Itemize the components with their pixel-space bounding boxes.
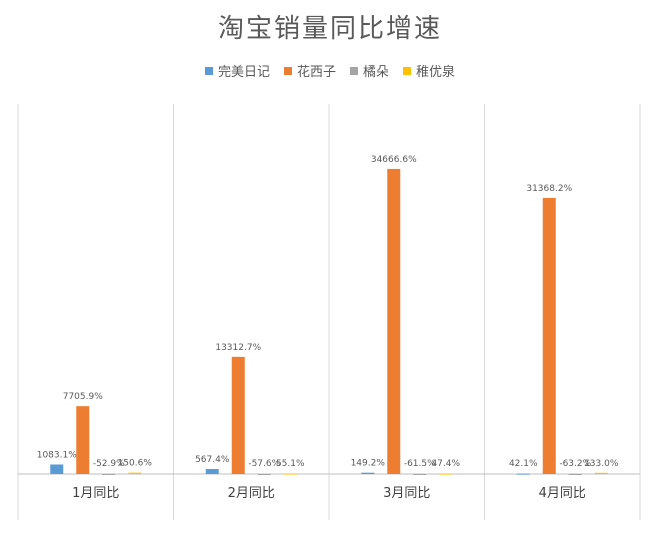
legend-label: 完美日记: [217, 65, 270, 80]
data-label: 7705.9%: [63, 392, 103, 402]
data-label: 31368.2%: [526, 184, 572, 194]
bar: [413, 474, 427, 475]
data-label: 133.0%: [584, 459, 619, 469]
category-label: 3月同比: [383, 486, 430, 501]
legend-label: 稚优泉: [416, 65, 456, 80]
bar: [516, 473, 530, 475]
legend-swatch: [204, 66, 213, 75]
legend-label: 花西子: [296, 65, 336, 80]
bar: [594, 472, 608, 474]
category-label: 1月同比: [72, 486, 119, 501]
data-label: -61.5%: [404, 459, 436, 469]
data-label: 55.1%: [276, 459, 305, 469]
data-label: 34666.6%: [371, 155, 417, 165]
bar: [568, 474, 582, 475]
legend-item: 完美日记: [204, 61, 270, 80]
chart-title: 淘宝销量同比增速: [217, 14, 442, 44]
data-label: 42.1%: [509, 459, 538, 469]
bar: [231, 356, 245, 474]
legend: 完美日记 花西子 橘朵 稚优泉: [0, 61, 660, 80]
legend-label: 橘朵: [363, 65, 390, 80]
category-label: 2月同比: [228, 486, 275, 501]
data-label: 1083.1%: [37, 450, 77, 460]
bar: [76, 406, 90, 474]
bar: [361, 472, 375, 474]
bar: [128, 472, 142, 474]
bar: [283, 473, 297, 475]
data-label: 13312.7%: [215, 343, 261, 353]
legend-item: 花西子: [283, 61, 336, 80]
data-label: 567.4%: [195, 455, 230, 465]
legend-swatch: [403, 66, 412, 75]
data-label: 149.2%: [351, 459, 386, 469]
bar: [102, 474, 116, 475]
bar: [50, 464, 64, 474]
data-label: 47.4%: [431, 459, 460, 469]
data-label: -63.2%: [559, 459, 591, 469]
data-label: 150.6%: [118, 459, 153, 469]
bar: [542, 197, 556, 474]
data-label: -52.9%: [93, 459, 125, 469]
legend-swatch: [283, 66, 292, 75]
category-label: 4月同比: [539, 486, 586, 501]
legend-item: 稚优泉: [403, 61, 455, 80]
bar: [439, 473, 453, 475]
bar: [387, 168, 401, 475]
data-label: -57.6%: [248, 459, 280, 469]
bar: [257, 474, 271, 475]
legend-item: 橘朵: [350, 61, 389, 80]
legend-swatch: [350, 66, 358, 75]
bar: [205, 469, 219, 474]
